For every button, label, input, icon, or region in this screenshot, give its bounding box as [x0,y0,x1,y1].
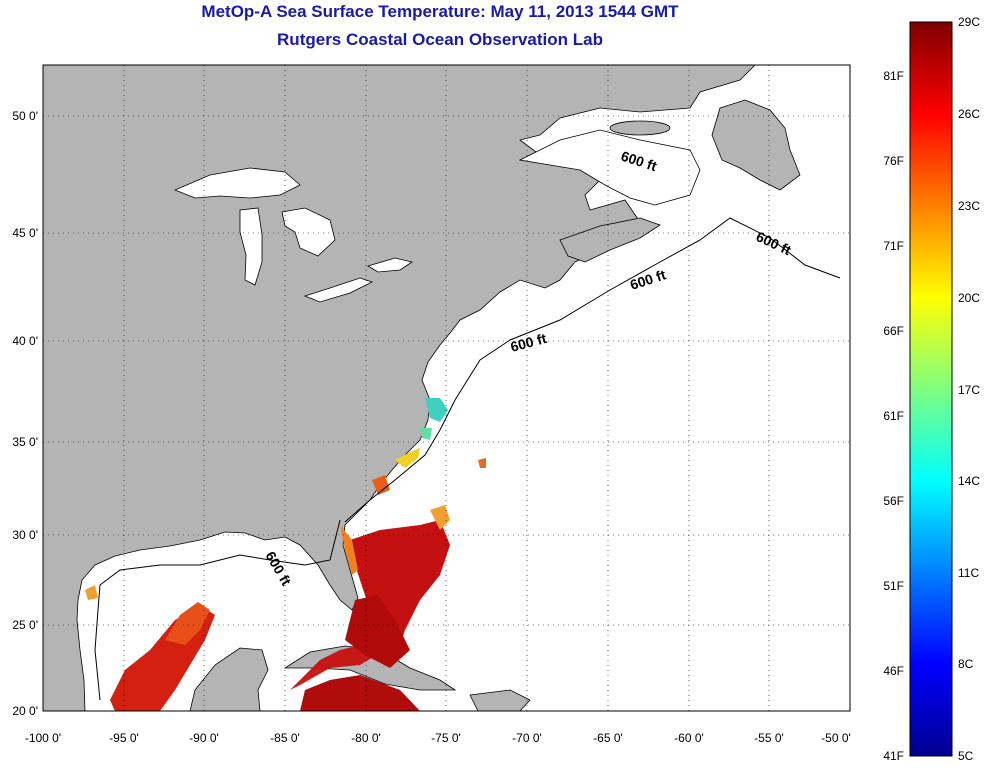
lat-tick-label: 30 0' [12,528,38,542]
lake-huron [281,207,336,257]
lat-tick-label: 40 0' [12,334,38,348]
lon-tick-label: -80 0' [351,731,381,745]
colorbar-label-c: 8C [958,657,974,671]
lon-tick-label: -50 0' [821,731,851,745]
lon-tick-label: -75 0' [431,731,461,745]
colorbar-label-f: 81F [883,69,904,83]
lon-tick-label: -90 0' [189,731,219,745]
colorbar-label-f: 56F [883,494,904,508]
sst-data [85,398,486,711]
lon-tick-label: -95 0' [109,731,139,745]
colorbar-celsius-labels: 29C 26C 23C 20C 17C 14C 11C 8C 5C [958,15,980,763]
land-yucatan [189,647,269,711]
colorbar-label-c: 23C [958,199,980,213]
land-anticosti [609,120,671,136]
isobath-600ft [439,217,841,431]
lake-superior [173,167,301,199]
lat-ticks: 20 0' 25 0' 30 0' 35 0' 40 0' 45 0' 50 0… [12,109,38,718]
lon-tick-label: -60 0' [674,731,704,745]
map-subtitle: Rutgers Coastal Ocean Observation Lab [277,30,603,49]
land-nova-scotia [559,217,661,263]
colorbar-label-f: 66F [883,324,904,338]
lat-tick-label: 50 0' [12,109,38,123]
colorbar-label-c: 29C [958,15,980,29]
lon-tick-label: -65 0' [593,731,623,745]
lon-tick-label: -70 0' [512,731,542,745]
colorbar-label-c: 5C [958,749,974,763]
map-frame [42,64,851,712]
colorbar-fahrenheit-labels: 81F 76F 71F 66F 61F 56F 51F 46F 41F [883,69,904,763]
colorbar-label-f: 61F [883,409,904,423]
lat-tick-label: 35 0' [12,435,38,449]
colorbar-label-f: 76F [883,154,904,168]
lat-tick-label: 25 0' [12,618,38,632]
lon-tick-label: -85 0' [270,731,300,745]
colorbar-label-f: 41F [883,749,904,763]
colorbar-label-f: 71F [883,239,904,253]
lake-erie [303,277,374,303]
map-title: MetOp-A Sea Surface Temperature: May 11,… [201,2,679,21]
colorbar-label-c: 26C [958,107,980,121]
isobath-600ft-florida [344,429,441,523]
colorbar-label-c: 17C [958,383,980,397]
land-newfoundland [711,99,801,191]
colorbar-label-c: 20C [958,291,980,305]
lon-tick-label: -55 0' [754,731,784,745]
lake-michigan [239,207,263,286]
lon-tick-label: -100 0' [25,731,61,745]
lake-ontario [367,257,413,273]
gulf-st-lawrence [518,129,701,206]
colorbar-label-f: 51F [883,579,904,593]
lat-tick-label: 45 0' [12,226,38,240]
colorbar-label-f: 46F [883,664,904,678]
isobath-600ft-gulf [94,519,341,701]
lat-tick-label: 20 0' [12,704,38,718]
colorbar [909,21,953,757]
colorbar-label-c: 11C [958,566,979,580]
lon-ticks: -100 0' -95 0' -90 0' -85 0' -80 0' -75 … [25,731,851,745]
land-hispaniola [469,689,531,711]
colorbar-label-c: 14C [958,474,980,488]
